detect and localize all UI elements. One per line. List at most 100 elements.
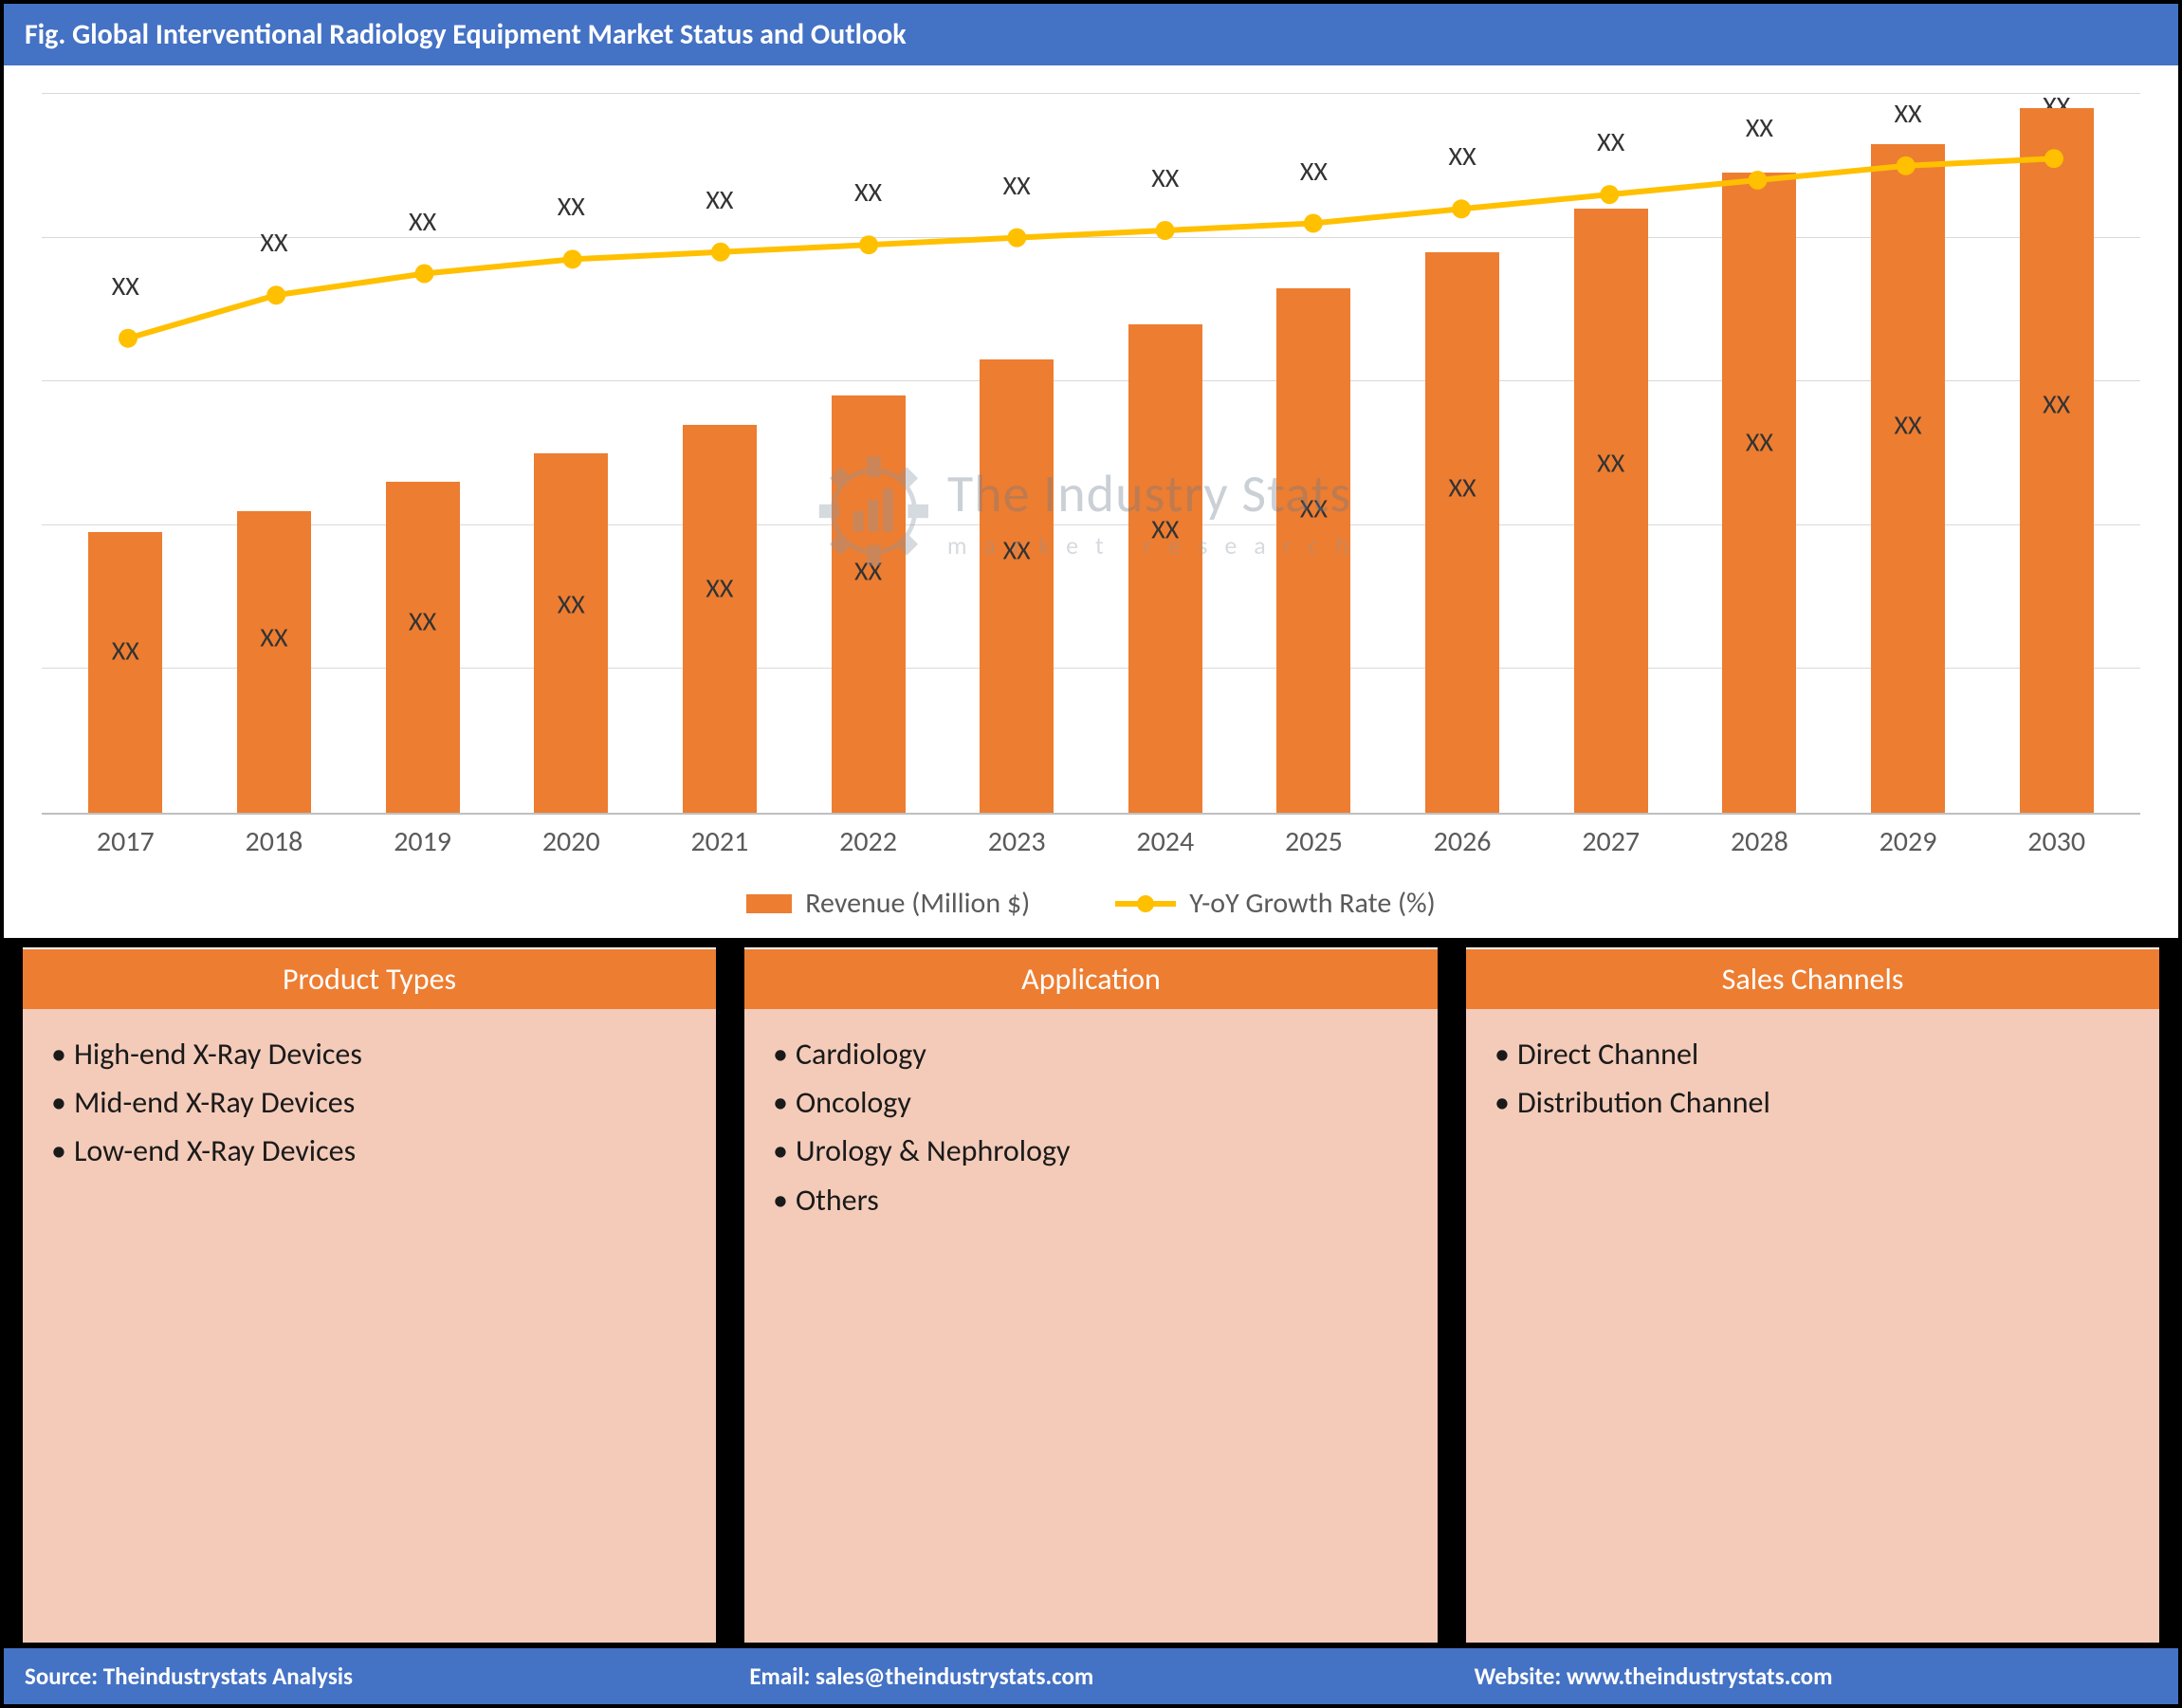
line-point-label: XX (558, 190, 585, 223)
chart-legend: Revenue (Million $) Y-oY Growth Rate (%) (42, 859, 2140, 930)
x-axis-label: 2022 (794, 824, 943, 859)
line-swatch-icon (1115, 901, 1176, 907)
plot-area: XX XX XX XX XX XX XX XX XX XX XX XX XX XX XX XX XX XX XX XX… (42, 94, 2140, 815)
line-point-label: XX (112, 269, 139, 303)
bar-column: XXXX (1982, 94, 2131, 813)
bar-value-label: XX (1746, 425, 1773, 458)
line-point-label: XX (1300, 155, 1328, 188)
bar-column: XX XX (1091, 94, 1239, 813)
bar-column: XX XX (1685, 94, 1834, 813)
x-axis-label: 2025 (1239, 824, 1388, 859)
panel-bullet: Distribution Channel (1494, 1078, 2131, 1127)
bar-column: XX XX (51, 94, 200, 813)
info-panel: ApplicationCardiologyOncologyUrology & N… (744, 947, 1438, 1643)
figure-title-bar: Fig. Global Interventional Radiology Equ… (4, 4, 2178, 65)
revenue-bar: XX (1871, 144, 1945, 813)
bar-column: XX XX (348, 94, 497, 813)
panel-bullet: Others (773, 1176, 1409, 1224)
footer-source: Source: Theindustrystats Analysis (4, 1648, 728, 1704)
revenue-bar: XX (683, 425, 757, 813)
revenue-bar: XX (832, 395, 906, 813)
info-panels: Product TypesHigh-end X-Ray DevicesMid-e… (4, 938, 2178, 1648)
revenue-bar: XX (1128, 324, 1202, 813)
footer-bar: Source: Theindustrystats Analysis Email:… (4, 1648, 2178, 1704)
legend-item-revenue: Revenue (Million $) (746, 886, 1030, 921)
bar-value-label: XX (854, 555, 882, 588)
panel-bullet: Urology & Nephrology (773, 1127, 1409, 1175)
bar-value-label: XX (112, 634, 139, 667)
line-point-label: XX (409, 205, 436, 238)
bars-container: XX XX XX XX XX XX XX XX XX XX XX XX XX XX XX XX XX XX XX XX… (42, 94, 2140, 813)
bar-value-label: XX (1449, 471, 1476, 505)
revenue-bar: XX (237, 511, 311, 813)
revenue-bar: XX (1574, 209, 1648, 813)
x-axis-label: 2023 (943, 824, 1091, 859)
bar-column: XX XX (1388, 94, 1537, 813)
panel-bullet: Cardiology (773, 1030, 1409, 1078)
revenue-bar: XX (1722, 173, 1796, 813)
revenue-bar: XX (1425, 252, 1499, 813)
revenue-bar: XX (88, 532, 162, 813)
legend-label-revenue: Revenue (Million $) (805, 886, 1030, 921)
bar-value-label: XX (1597, 446, 1624, 479)
panel-header: Sales Channels (1466, 947, 2159, 1009)
revenue-bar: XX (1276, 288, 1350, 813)
bar-column: XXXX (794, 94, 943, 813)
panel-bullet: High-end X-Ray Devices (51, 1030, 688, 1078)
bar-swatch-icon (746, 894, 792, 913)
bar-column: XX XX (497, 94, 646, 813)
panel-header: Application (744, 947, 1438, 1009)
x-axis-label: 2020 (497, 824, 646, 859)
panel-bullet: Low-end X-Ray Devices (51, 1127, 688, 1175)
x-axis-label: 2018 (200, 824, 349, 859)
bar-column: XXXX (943, 94, 1091, 813)
bar-value-label: XX (1151, 513, 1179, 546)
page-wrapper: Fig. Global Interventional Radiology Equ… (0, 0, 2182, 1708)
panel-header: Product Types (23, 947, 716, 1009)
line-point-label: XX (1449, 139, 1476, 173)
bar-value-label: XX (1894, 409, 1921, 442)
line-point-label: XX (706, 183, 733, 216)
bar-column: XX XX (1239, 94, 1388, 813)
page-inner: Fig. Global Interventional Radiology Equ… (4, 4, 2178, 1704)
legend-item-growth: Y-oY Growth Rate (%) (1115, 886, 1435, 921)
bar-column: XX XX (1536, 94, 1685, 813)
bar-value-label: XX (706, 571, 733, 604)
line-point-label: XX (1894, 97, 1921, 130)
bar-column: XX XX (200, 94, 349, 813)
panel-body: High-end X-Ray DevicesMid-end X-Ray Devi… (23, 1009, 716, 1643)
bar-column: XX XX (1834, 94, 1983, 813)
chart-region: XX XX XX XX XX XX XX XX XX XX XX XX XX XX XX XX XX XX XX XX… (4, 65, 2178, 938)
x-axis-label: 2027 (1536, 824, 1685, 859)
x-axis-label: 2030 (1982, 824, 2131, 859)
info-panel: Sales ChannelsDirect ChannelDistribution… (1466, 947, 2159, 1643)
x-axis-label: 2017 (51, 824, 200, 859)
bar-value-label: XX (558, 588, 585, 621)
bar-value-label: XX (1300, 492, 1328, 525)
line-point-label: XX (1746, 111, 1773, 144)
legend-label-growth: Y-oY Growth Rate (%) (1189, 886, 1435, 921)
line-point-label: XX (260, 226, 287, 259)
revenue-bar: XX (2020, 108, 2094, 813)
revenue-bar: XX (534, 453, 608, 813)
bar-value-label: XX (409, 604, 436, 637)
x-axis-label: 2026 (1388, 824, 1537, 859)
x-axis-label: 2019 (348, 824, 497, 859)
footer-website: Website: www.theindustrystats.com (1454, 1648, 2178, 1704)
bar-value-label: XX (260, 621, 287, 654)
panel-body: CardiologyOncologyUrology & NephrologyOt… (744, 1009, 1438, 1643)
panel-bullet: Oncology (773, 1078, 1409, 1127)
line-point-label: XX (1151, 161, 1179, 194)
panel-bullet: Direct Channel (1494, 1030, 2131, 1078)
x-axis-label: 2021 (646, 824, 795, 859)
panel-body: Direct ChannelDistribution Channel (1466, 1009, 2159, 1643)
revenue-bar: XX (980, 359, 1054, 813)
x-axis: 2017201820192020202120222023202420252026… (42, 815, 2140, 859)
info-panel: Product TypesHigh-end X-Ray DevicesMid-e… (23, 947, 716, 1643)
x-axis-label: 2029 (1834, 824, 1983, 859)
x-axis-label: 2024 (1091, 824, 1239, 859)
revenue-bar: XX (386, 482, 460, 813)
footer-email: Email: sales@theindustrystats.com (728, 1648, 1453, 1704)
bar-value-label: XX (1003, 534, 1031, 567)
line-point-label: XX (1597, 125, 1624, 158)
